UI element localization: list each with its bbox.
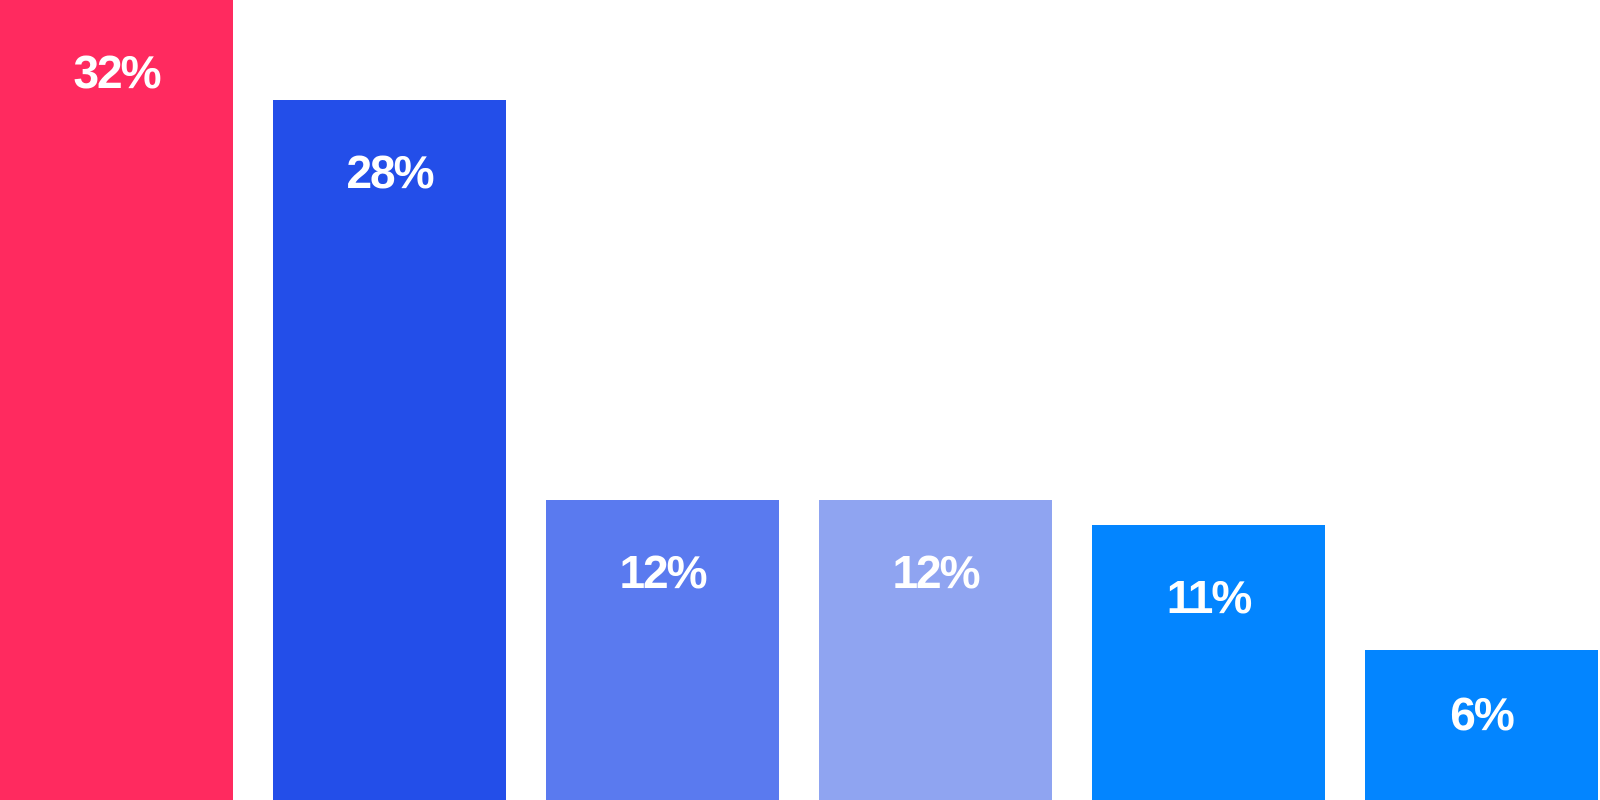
bar-1-label: 32% xyxy=(73,46,160,98)
bar-3 xyxy=(546,500,779,800)
bar-1 xyxy=(0,0,233,800)
bar-5 xyxy=(1092,525,1325,800)
bar-6 xyxy=(1365,650,1598,800)
bar-2-label: 28% xyxy=(346,146,433,198)
bar-5-label: 11% xyxy=(1167,571,1252,623)
bar-4-label: 12% xyxy=(892,546,979,598)
bar-6-label: 6% xyxy=(1450,688,1514,740)
bar-2 xyxy=(273,100,506,800)
bar-3-label: 12% xyxy=(619,546,706,598)
bar-4 xyxy=(819,500,1052,800)
labels-group: 32% 28% 12% 12% 11% 6% xyxy=(73,46,1515,740)
